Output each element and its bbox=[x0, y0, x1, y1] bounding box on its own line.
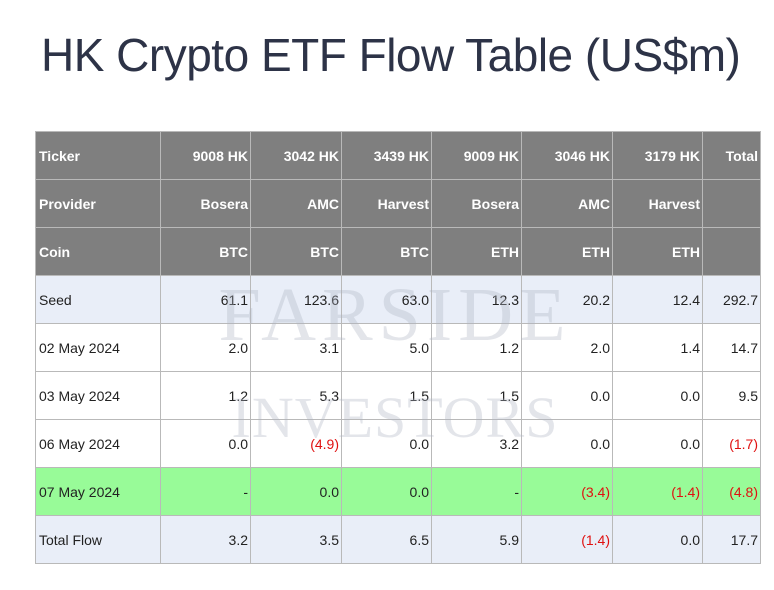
row-label: 02 May 2024 bbox=[35, 323, 161, 372]
header-cell: AMC bbox=[250, 179, 342, 228]
header-cell: 3042 HK bbox=[250, 131, 342, 180]
row-label: Seed bbox=[35, 275, 161, 324]
table-cell-total: 17.7 bbox=[702, 515, 761, 564]
table-cell: (3.4) bbox=[521, 467, 613, 516]
table-cell: 12.4 bbox=[612, 275, 703, 324]
table-cell-total: (1.7) bbox=[702, 419, 761, 468]
header-cell: 9009 HK bbox=[431, 131, 522, 180]
table-cell: 1.5 bbox=[341, 371, 432, 420]
row-label: Total Flow bbox=[35, 515, 161, 564]
table-cell: 0.0 bbox=[341, 419, 432, 468]
row-label: 06 May 2024 bbox=[35, 419, 161, 468]
header-label-coin: Coin bbox=[35, 227, 161, 276]
table-cell: 0.0 bbox=[612, 371, 703, 420]
table-cell: (1.4) bbox=[521, 515, 613, 564]
header-cell bbox=[702, 227, 761, 276]
table-row: 03 May 2024 1.2 5.3 1.5 1.5 0.0 0.0 9.5 bbox=[35, 371, 761, 420]
header-row-provider: Provider Bosera AMC Harvest Bosera AMC H… bbox=[35, 179, 761, 228]
header-cell: ETH bbox=[612, 227, 703, 276]
table-cell: 1.5 bbox=[431, 371, 522, 420]
table-cell: 3.1 bbox=[250, 323, 342, 372]
table-cell: - bbox=[160, 467, 251, 516]
header-row-ticker: Ticker 9008 HK 3042 HK 3439 HK 9009 HK 3… bbox=[35, 131, 761, 180]
table-cell: 0.0 bbox=[612, 515, 703, 564]
header-cell: AMC bbox=[521, 179, 613, 228]
header-label-ticker: Ticker bbox=[35, 131, 161, 180]
table-cell: 0.0 bbox=[341, 467, 432, 516]
table-cell: 3.5 bbox=[250, 515, 342, 564]
header-cell: ETH bbox=[521, 227, 613, 276]
table-row-total-flow: Total Flow 3.2 3.5 6.5 5.9 (1.4) 0.0 17.… bbox=[35, 515, 761, 564]
header-cell: Bosera bbox=[160, 179, 251, 228]
header-cell-total: Total bbox=[702, 131, 761, 180]
table-cell: 0.0 bbox=[521, 371, 613, 420]
header-cell: Bosera bbox=[431, 179, 522, 228]
header-cell: 3439 HK bbox=[341, 131, 432, 180]
table-cell: 3.2 bbox=[160, 515, 251, 564]
table-cell: (4.9) bbox=[250, 419, 342, 468]
table-cell: 63.0 bbox=[341, 275, 432, 324]
header-cell: BTC bbox=[160, 227, 251, 276]
table-cell: 5.0 bbox=[341, 323, 432, 372]
table-row: 02 May 2024 2.0 3.1 5.0 1.2 2.0 1.4 14.7 bbox=[35, 323, 761, 372]
table-cell-total: 292.7 bbox=[702, 275, 761, 324]
table-cell: - bbox=[431, 467, 522, 516]
table-cell: 61.1 bbox=[160, 275, 251, 324]
table-cell: 12.3 bbox=[431, 275, 522, 324]
row-label: 03 May 2024 bbox=[35, 371, 161, 420]
table-cell: 1.2 bbox=[160, 371, 251, 420]
table-cell-total: 14.7 bbox=[702, 323, 761, 372]
header-cell: 3179 HK bbox=[612, 131, 703, 180]
table-cell: 2.0 bbox=[160, 323, 251, 372]
table-cell: 0.0 bbox=[160, 419, 251, 468]
table-cell: 3.2 bbox=[431, 419, 522, 468]
header-cell: 9008 HK bbox=[160, 131, 251, 180]
table-row-highlighted: 07 May 2024 - 0.0 0.0 - (3.4) (1.4) (4.8… bbox=[35, 467, 761, 516]
etf-flow-table: Ticker 9008 HK 3042 HK 3439 HK 9009 HK 3… bbox=[35, 131, 761, 564]
table-cell: 20.2 bbox=[521, 275, 613, 324]
table-row-seed: Seed 61.1 123.6 63.0 12.3 20.2 12.4 292.… bbox=[35, 275, 761, 324]
table-cell: 1.4 bbox=[612, 323, 703, 372]
table-cell: 6.5 bbox=[341, 515, 432, 564]
table-cell: 123.6 bbox=[250, 275, 342, 324]
page-title: HK Crypto ETF Flow Table (US$m) bbox=[41, 29, 741, 81]
header-cell: 3046 HK bbox=[521, 131, 613, 180]
table-cell: 0.0 bbox=[250, 467, 342, 516]
header-cell: BTC bbox=[250, 227, 342, 276]
table-cell-total: 9.5 bbox=[702, 371, 761, 420]
table-cell: 1.2 bbox=[431, 323, 522, 372]
header-cell: ETH bbox=[431, 227, 522, 276]
header-label-provider: Provider bbox=[35, 179, 161, 228]
table-cell: 2.0 bbox=[521, 323, 613, 372]
table-cell: 5.9 bbox=[431, 515, 522, 564]
etf-flow-table-container: Ticker 9008 HK 3042 HK 3439 HK 9009 HK 3… bbox=[35, 131, 761, 564]
header-cell: BTC bbox=[341, 227, 432, 276]
table-cell: 5.3 bbox=[250, 371, 342, 420]
header-cell: Harvest bbox=[341, 179, 432, 228]
header-row-coin: Coin BTC BTC BTC ETH ETH ETH bbox=[35, 227, 761, 276]
table-cell: 0.0 bbox=[612, 419, 703, 468]
table-row: 06 May 2024 0.0 (4.9) 0.0 3.2 0.0 0.0 (1… bbox=[35, 419, 761, 468]
header-cell bbox=[702, 179, 761, 228]
row-label: 07 May 2024 bbox=[35, 467, 161, 516]
header-cell: Harvest bbox=[612, 179, 703, 228]
table-cell-total: (4.8) bbox=[702, 467, 761, 516]
table-cell: (1.4) bbox=[612, 467, 703, 516]
table-cell: 0.0 bbox=[521, 419, 613, 468]
